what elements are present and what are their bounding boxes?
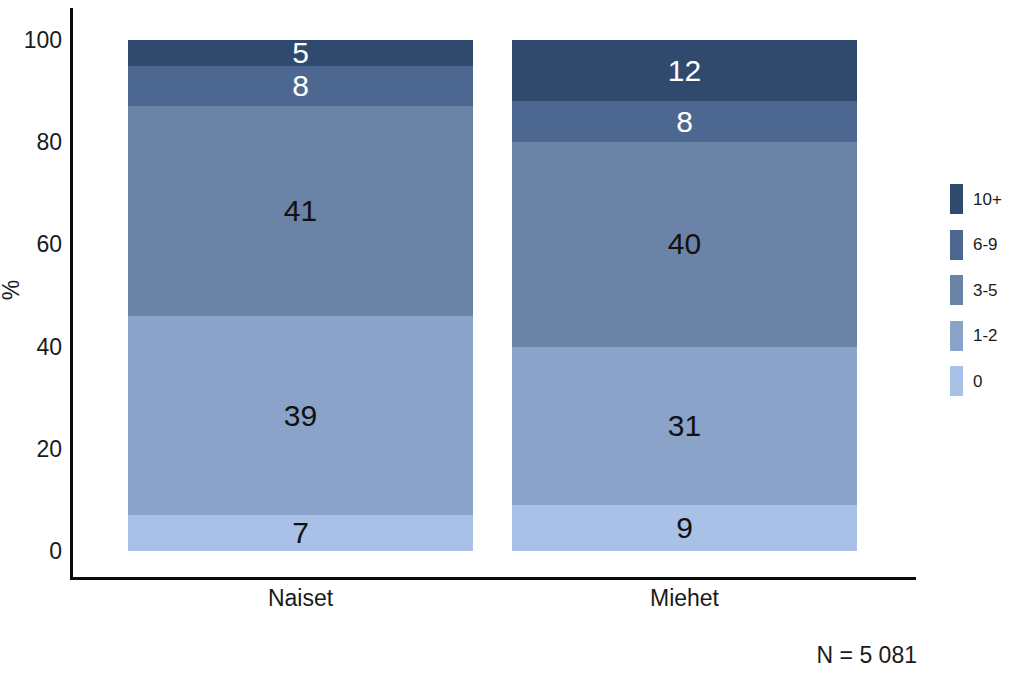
legend-item-3-5: 3-5 [950,275,998,305]
legend-item-1-2: 1-2 [950,321,998,351]
legend-swatch [950,366,963,396]
sample-size-note: N = 5 081 [817,642,917,668]
legend-label: 6-9 [973,236,998,253]
y-axis-title: % [0,250,26,330]
bar-segment-6-9: 8 [128,66,473,107]
x-axis-line [70,577,916,580]
legend-item-10+: 10+ [950,184,1002,214]
x-axis-category-label: Naiset [128,585,473,611]
y-tick-label: 20 [0,435,62,463]
bar-segment-0: 7 [128,515,473,551]
y-tick-label: 60 [0,230,62,258]
legend-swatch [950,275,963,305]
bar-segment-10+: 5 [128,40,473,66]
segment-value-label: 9 [676,513,693,543]
bar-segment-0: 9 [512,505,857,551]
legend-swatch [950,230,963,260]
segment-value-label: 40 [668,229,701,259]
segment-value-label: 31 [668,411,701,441]
legend-swatch [950,321,963,351]
x-axis-category-label: Miehet [512,585,857,611]
bar-segment-3-5: 41 [128,106,473,316]
segment-value-label: 8 [292,71,309,101]
y-tick-label: 40 [0,333,62,361]
y-tick-label: 80 [0,128,62,156]
legend-item-0: 0 [950,366,982,396]
segment-value-label: 41 [284,196,317,226]
segment-value-label: 7 [292,518,309,548]
bar-naiset: 58 41 39 7 [128,40,473,551]
bar-segment-6-9: 8 [512,101,857,142]
bar-miehet: 12 8 40 31 9 [512,40,857,551]
bar-segment-1-2: 39 [128,316,473,515]
y-tick-label: 0 [0,537,62,565]
legend-swatch [950,184,963,214]
bar-segment-1-2: 31 [512,347,857,505]
bar-segment-10+: 12 [512,40,857,101]
legend-label: 10+ [973,191,1002,208]
segment-value-label: 12 [668,56,701,86]
stacked-bar-chart: % 020406080100 584139712840319 NaisetMie… [0,0,1024,683]
legend-label: 0 [973,373,982,390]
y-tick-label: 100 [0,26,62,54]
y-axis-line [70,8,73,580]
bar-segment-3-5: 40 [512,142,857,346]
segment-value-label: 39 [284,401,317,431]
legend-label: 1-2 [973,327,998,344]
legend-label: 3-5 [973,282,998,299]
segment-value-label: 8 [676,107,693,137]
legend-item-6-9: 6-9 [950,230,998,260]
segment-value-label: 5 [292,38,309,68]
